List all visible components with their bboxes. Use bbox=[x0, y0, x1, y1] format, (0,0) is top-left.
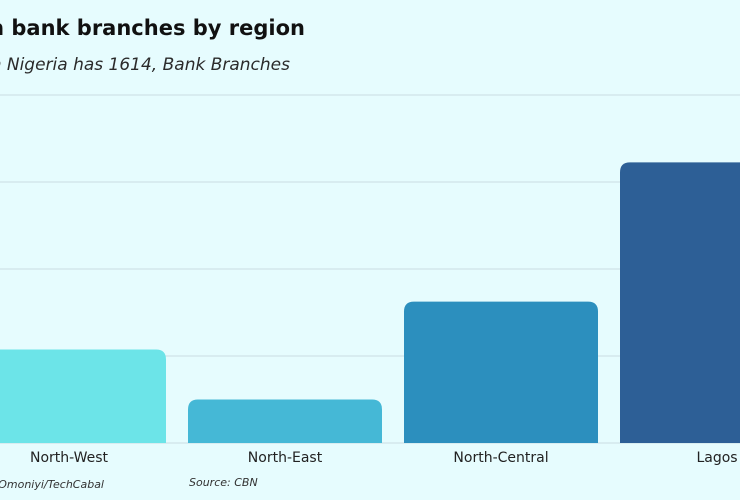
x-tick-label-north-west: North-West bbox=[30, 450, 109, 466]
chart-subtitle: n Nigeria has 1614, Bank Branches bbox=[0, 53, 740, 81]
chart-subtitle-text: n Nigeria has 1614, Bank Branches bbox=[0, 55, 290, 75]
chart-title: ian bank branches by region bbox=[0, 14, 740, 48]
bars bbox=[0, 162, 740, 443]
bar-north-east bbox=[188, 399, 382, 443]
x-tick-label-north-east: North-East bbox=[248, 450, 323, 466]
source-text: Source: CBN bbox=[189, 476, 258, 489]
x-tick-label-lagos: Lagos bbox=[696, 450, 737, 466]
x-tick-label-north-central: North-Central bbox=[453, 450, 548, 466]
bar-lagos bbox=[620, 162, 740, 443]
category-labels: North-West North-East North-Central Lagos bbox=[30, 450, 738, 466]
chart-title-text: ian bank branches by region bbox=[0, 16, 305, 40]
bar-north-central bbox=[404, 301, 598, 443]
bar-north-west bbox=[0, 349, 166, 443]
credit-text-value: n Omoniyi/TechCabal bbox=[0, 478, 104, 491]
credit-text: n Omoniyi/TechCabal bbox=[0, 476, 150, 494]
